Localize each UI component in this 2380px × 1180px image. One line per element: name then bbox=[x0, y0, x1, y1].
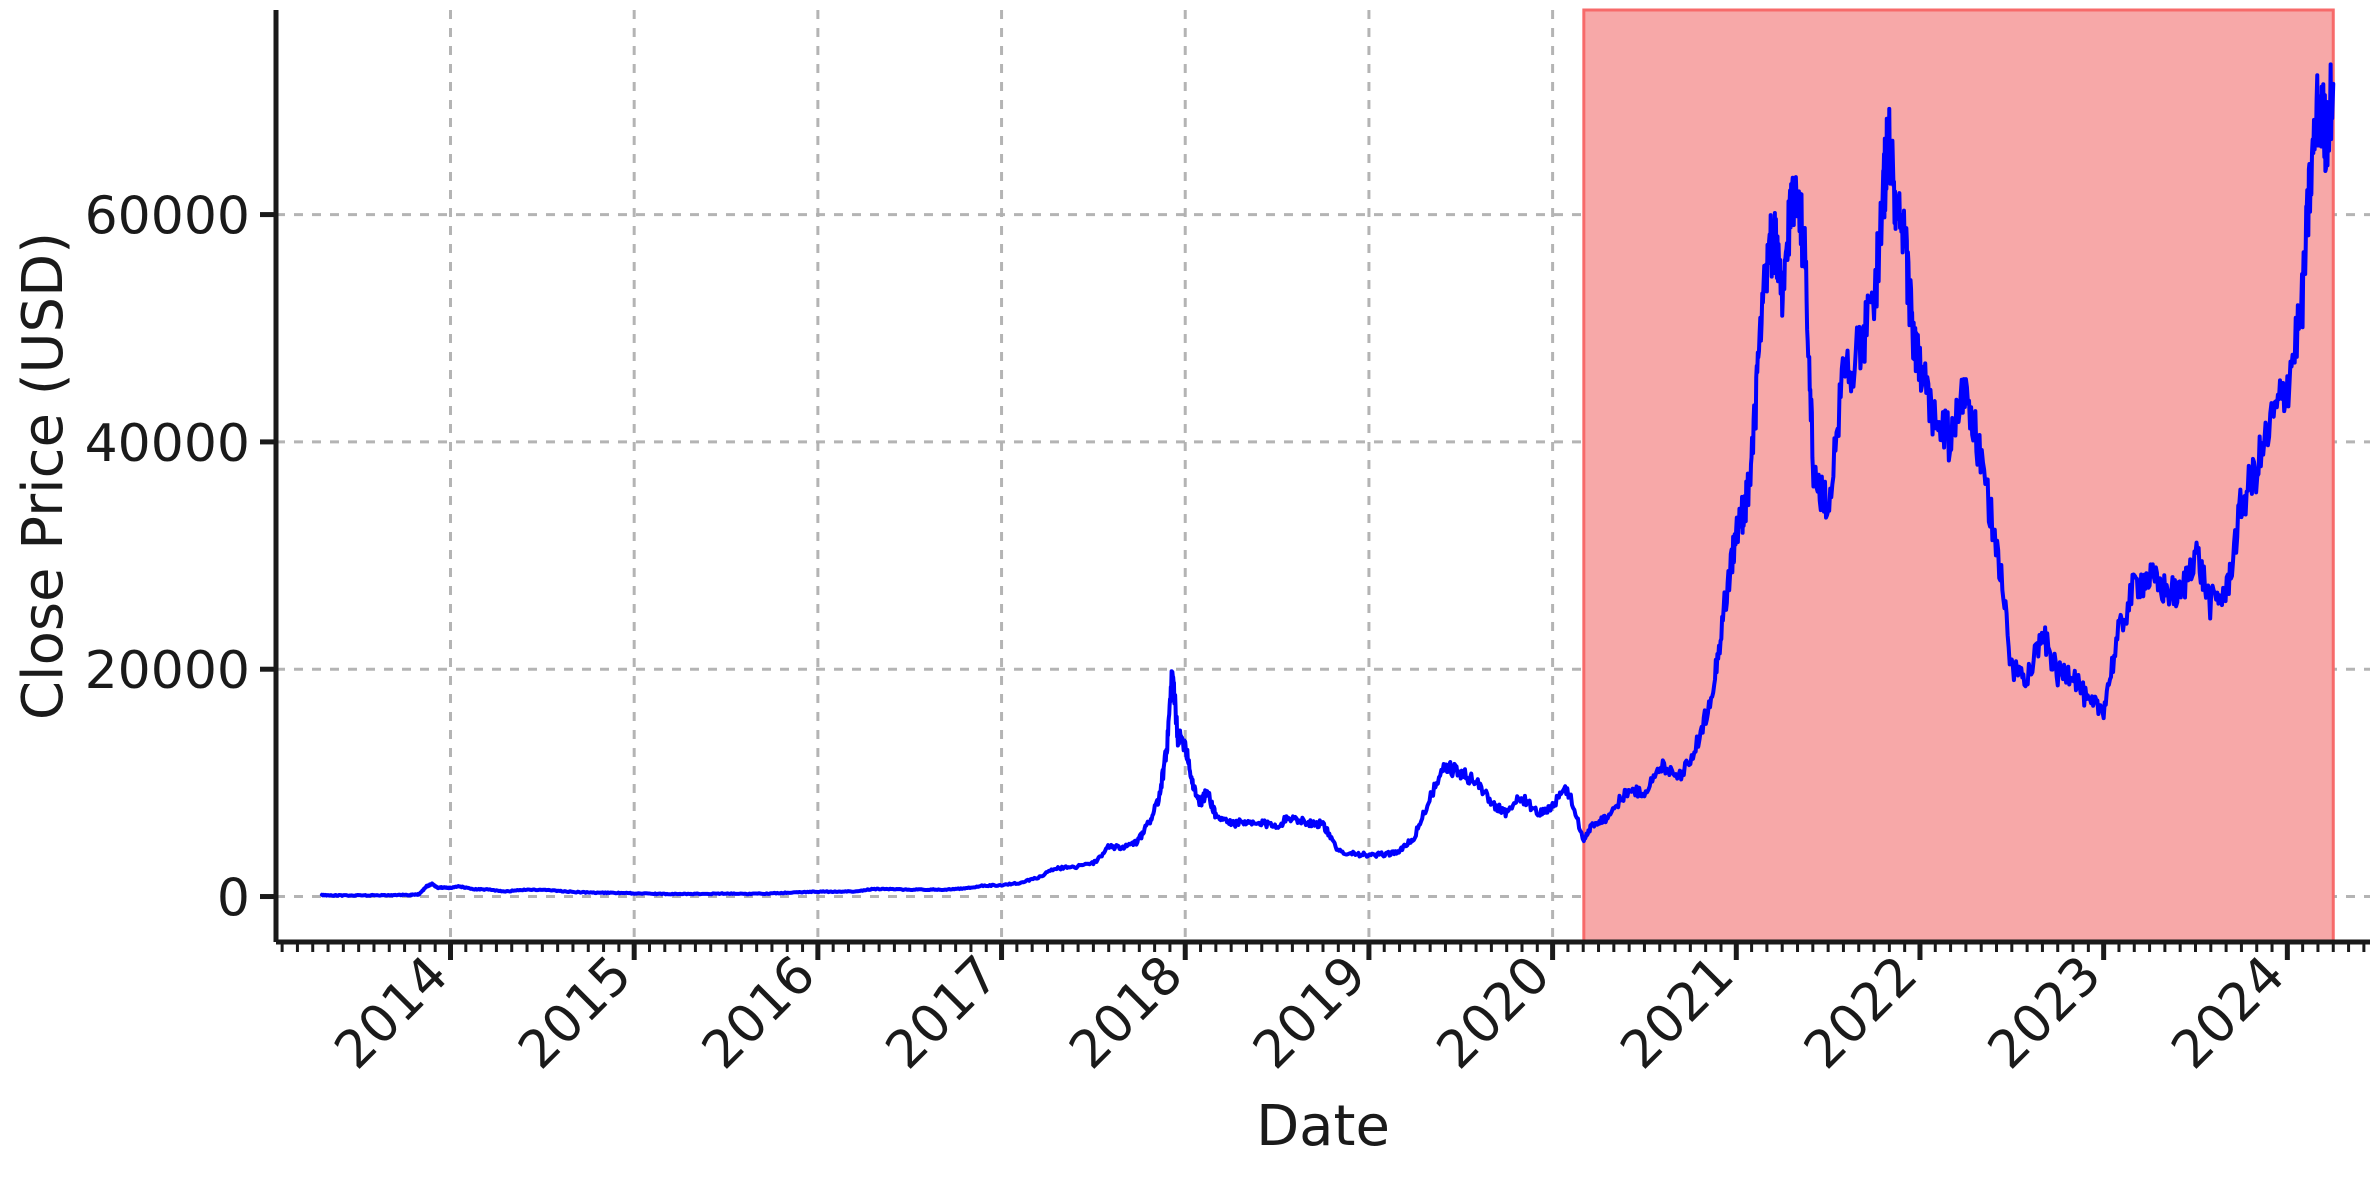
y-tick-label: 20000 bbox=[85, 641, 250, 701]
y-axis-label: Close Price (USD) bbox=[11, 232, 76, 720]
x-tick-labels: 2014 2015 2016 2017 2018 2019 2020 2021 2022 2023… bbox=[324, 945, 2297, 1081]
y-tick-labels: 0 20000 40000 60000 bbox=[85, 187, 250, 929]
x-tick-label: 2017 bbox=[875, 945, 1011, 1081]
data-series-layer bbox=[319, 62, 2336, 898]
y-tick-label: 0 bbox=[217, 869, 250, 929]
x-tick-label: 2023 bbox=[1977, 945, 2113, 1081]
x-tick-label: 2019 bbox=[1242, 945, 1378, 1081]
x-axis-label: Date bbox=[1256, 1094, 1390, 1159]
span-rect bbox=[1582, 8, 2335, 944]
x-tick-label: 2018 bbox=[1058, 945, 1194, 1081]
x-tick-label: 2022 bbox=[1793, 945, 1929, 1081]
x-tick-label: 2014 bbox=[324, 945, 460, 1081]
x-tick-label: 2015 bbox=[507, 945, 643, 1081]
x-tick-label: 2016 bbox=[691, 945, 827, 1081]
y-tick-label: 40000 bbox=[85, 414, 250, 474]
highlight-span bbox=[1582, 8, 2335, 944]
x-tick-label: 2020 bbox=[1426, 945, 1562, 1081]
x-tick-label: 2024 bbox=[2161, 945, 2297, 1081]
y-tick-label: 60000 bbox=[85, 187, 250, 247]
tick-marks bbox=[260, 212, 2366, 960]
price-line bbox=[319, 62, 2336, 898]
x-tick-label: 2021 bbox=[1609, 945, 1745, 1081]
